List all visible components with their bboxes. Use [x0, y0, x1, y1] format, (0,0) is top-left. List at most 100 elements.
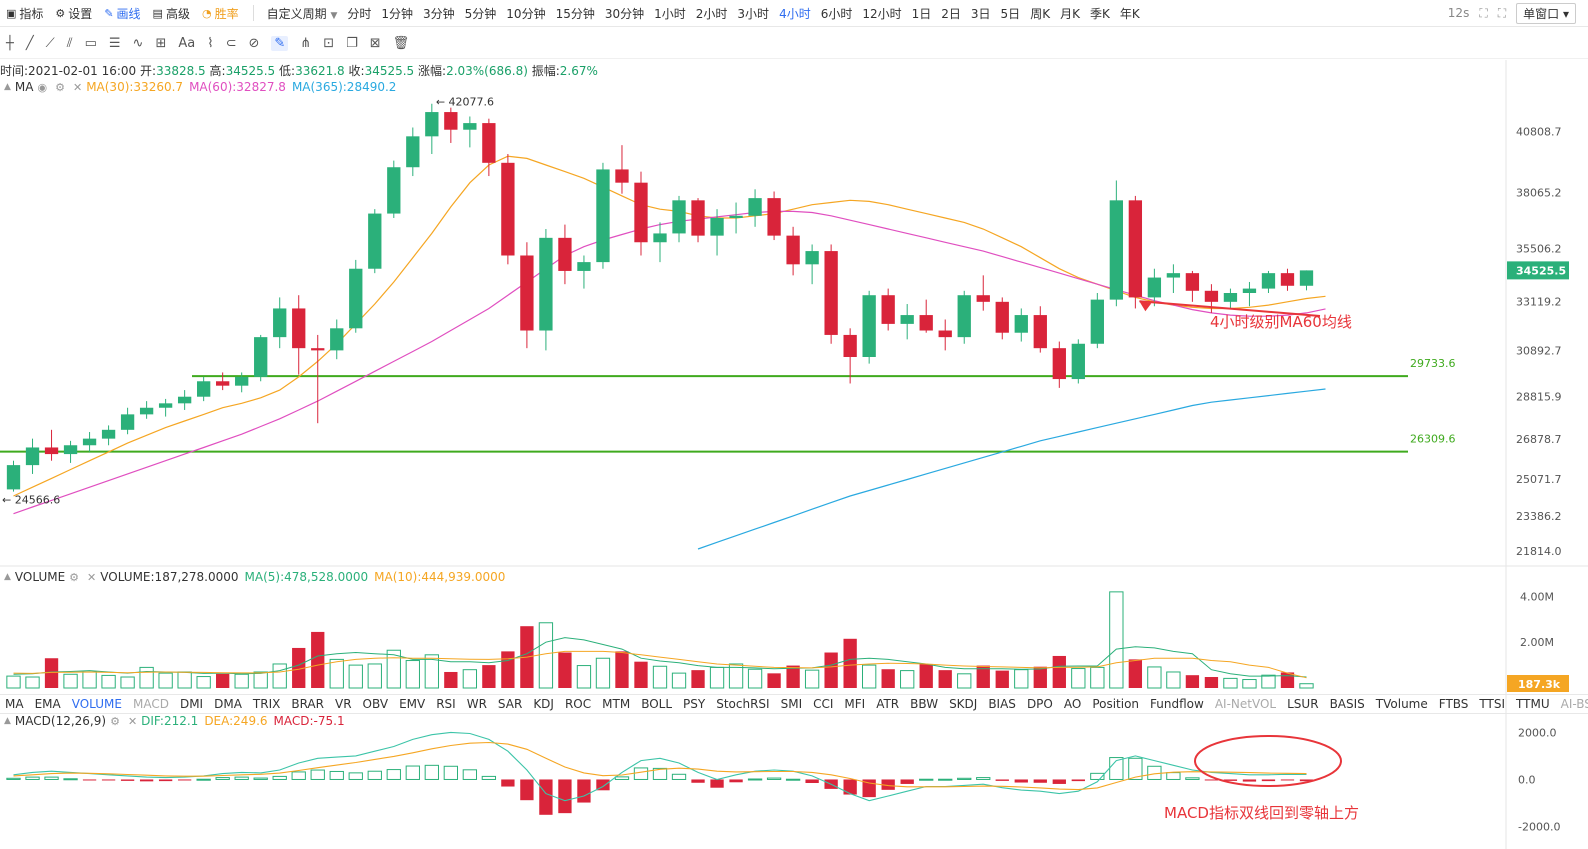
toolbar-item-4[interactable]: ◔ 胜率 — [202, 5, 239, 22]
magnet-icon[interactable]: ⊂ — [225, 35, 237, 51]
rect-icon[interactable]: ▭ — [84, 35, 97, 51]
brush-icon[interactable]: ⌇ — [207, 35, 214, 51]
period-tab-5[interactable]: 15分钟 — [555, 6, 595, 21]
copy-icon[interactable]: ❐ — [346, 35, 358, 51]
period-tab-10[interactable]: 4小时 — [779, 6, 811, 21]
indicator-tab-25[interactable]: SKDJ — [949, 697, 978, 711]
indicator-tab-35[interactable]: FTBS — [1438, 697, 1469, 711]
indicator-tab-12[interactable]: WR — [466, 697, 487, 711]
indicator-tab-11[interactable]: RSI — [436, 697, 456, 711]
indicator-tab-36[interactable]: TTSI — [1479, 697, 1506, 711]
settings-icon[interactable]: ⚙ — [69, 570, 80, 584]
period-tab-7[interactable]: 1小时 — [654, 6, 686, 21]
lock-icon[interactable]: ⊡ — [323, 35, 335, 51]
indicator-tab-34[interactable]: TVolume — [1375, 697, 1428, 711]
indicator-tab-19[interactable]: StochRSI — [716, 697, 770, 711]
text-icon[interactable]: Aa — [178, 35, 196, 51]
indicator-tab-3[interactable]: MACD — [132, 697, 169, 711]
indicator-tab-17[interactable]: BOLL — [641, 697, 673, 711]
period-tab-17[interactable]: 周K — [1030, 6, 1051, 21]
settings-grid-icon[interactable]: ⛶ — [1497, 5, 1507, 20]
period-tab-4[interactable]: 10分钟 — [506, 6, 546, 21]
period-tab-6[interactable]: 30分钟 — [604, 6, 645, 21]
indicator-tab-7[interactable]: BRAR — [291, 697, 324, 711]
fullscreen-icon[interactable]: ⛶ — [1479, 5, 1488, 20]
indicator-tab-27[interactable]: DPO — [1026, 697, 1053, 711]
indicator-tab-5[interactable]: DMA — [214, 697, 242, 711]
period-tab-19[interactable]: 季K — [1089, 6, 1110, 21]
window-mode-dropdown[interactable]: 单窗口 ▾ — [1516, 2, 1576, 24]
period-tab-12[interactable]: 12小时 — [862, 6, 902, 21]
indicator-tab-31[interactable]: AI-NetVOL — [1214, 697, 1277, 711]
indicator-tab-16[interactable]: MTM — [602, 697, 631, 711]
wave-icon[interactable]: ∿ — [132, 35, 144, 51]
eye-icon[interactable]: ◉ — [37, 80, 48, 94]
indicator-tab-18[interactable]: PSY — [683, 697, 706, 711]
indicator-tab-37[interactable]: TTMU — [1516, 697, 1550, 711]
toolbar-item-3[interactable]: ▤ 高级 — [153, 5, 190, 22]
collapse-icon[interactable]: ▲ — [4, 572, 11, 582]
period-tab-11[interactable]: 6小时 — [820, 6, 853, 21]
period-tab-20[interactable]: 年K — [1119, 6, 1140, 21]
draw-icon[interactable]: ✎ — [271, 35, 289, 51]
indicator-tab-0[interactable]: MA — [5, 697, 24, 711]
indicator-tab-10[interactable]: EMV — [399, 697, 426, 711]
settings-icon[interactable]: ⚙ — [110, 714, 120, 728]
indicator-tab-28[interactable]: AO — [1063, 697, 1082, 711]
indicator-tab-38[interactable]: AI-BSI — [1560, 697, 1588, 711]
custom-period-dropdown[interactable]: 自定义周期 ▼ — [267, 5, 338, 22]
fib-icon[interactable]: ☰ — [108, 35, 121, 51]
indicator-tab-30[interactable]: Fundflow — [1150, 697, 1204, 711]
indicator-tab-21[interactable]: CCI — [813, 697, 834, 711]
indicator-tab-13[interactable]: SAR — [497, 697, 523, 711]
period-tab-8[interactable]: 2小时 — [695, 6, 728, 21]
macd-hist-bar — [234, 776, 249, 780]
indicator-tab-32[interactable]: LSUR — [1287, 697, 1319, 711]
period-tab-15[interactable]: 3日 — [970, 6, 991, 21]
trash-icon[interactable]: 🗑 — [392, 35, 410, 51]
close-icon[interactable]: ✕ — [127, 714, 138, 728]
line-icon[interactable]: ╱ — [25, 35, 34, 51]
crosshair-icon[interactable]: ┼ — [6, 35, 14, 51]
indicator-tab-8[interactable]: VR — [334, 697, 352, 711]
indicator-tab-29[interactable]: Position — [1092, 697, 1140, 711]
ray-icon[interactable]: ⟋ — [45, 35, 55, 51]
indicator-tab-24[interactable]: BBW — [910, 697, 939, 711]
indicator-tab-33[interactable]: BASIS — [1329, 697, 1365, 711]
period-tab-16[interactable]: 5日 — [1000, 6, 1021, 21]
toolbar-item-1[interactable]: ⚙ 设置 — [55, 5, 92, 22]
indicator-tab-2[interactable]: VOLUME — [71, 697, 122, 711]
macd-hist-bar — [291, 771, 306, 780]
ruler-icon[interactable]: ⊘ — [248, 35, 260, 51]
indicator-tab-26[interactable]: BIAS — [988, 697, 1016, 711]
period-tab-2[interactable]: 3分钟 — [423, 6, 455, 21]
indicator-tab-20[interactable]: SMI — [780, 697, 803, 711]
screenshot-icon[interactable]: ⊠ — [369, 35, 381, 51]
candle-body — [824, 251, 838, 335]
period-tab-3[interactable]: 5分钟 — [464, 6, 497, 21]
close-icon[interactable]: ✕ — [72, 80, 83, 94]
toolbar-item-2[interactable]: ✎ 画线 — [104, 5, 140, 22]
indicator-tab-4[interactable]: DMI — [179, 697, 204, 711]
indicator-tab-15[interactable]: ROC — [564, 697, 592, 711]
pattern-icon[interactable]: ⋔ — [300, 35, 312, 51]
period-tab-9[interactable]: 3小时 — [737, 6, 770, 21]
indicator-tab-9[interactable]: OBV — [362, 697, 389, 711]
close-icon[interactable]: ✕ — [87, 570, 97, 584]
indicator-tab-1[interactable]: EMA — [34, 697, 61, 711]
period-tab-18[interactable]: 月K — [1060, 6, 1080, 21]
toolbar-item-0[interactable]: ▣ 指标 — [6, 5, 43, 22]
collapse-icon[interactable]: ▲ — [4, 82, 11, 92]
period-tab-1[interactable]: 1分钟 — [381, 6, 414, 21]
indicator-tab-14[interactable]: KDJ — [533, 697, 554, 711]
indicator-tab-6[interactable]: TRIX — [252, 697, 281, 711]
indicator-tab-23[interactable]: ATR — [876, 697, 900, 711]
period-tab-13[interactable]: 1日 — [911, 6, 932, 21]
period-tab-0[interactable]: 分时 — [347, 6, 372, 21]
parallel-icon[interactable]: ⫽ — [66, 35, 73, 51]
collapse-icon[interactable]: ▲ — [4, 716, 11, 726]
measure-icon[interactable]: ⊞ — [155, 35, 167, 51]
settings-icon[interactable]: ⚙ — [55, 80, 65, 94]
period-tab-14[interactable]: 2日 — [941, 6, 961, 21]
indicator-tab-22[interactable]: MFI — [844, 697, 866, 711]
